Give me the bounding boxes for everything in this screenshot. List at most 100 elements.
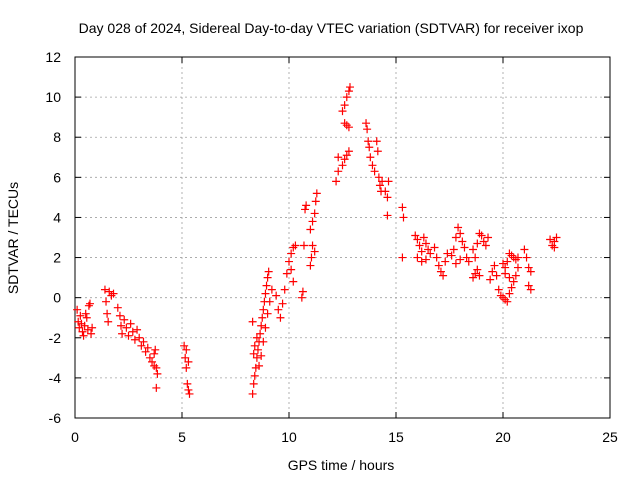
- data-point: [340, 155, 349, 164]
- y-tick-label: 4: [53, 209, 61, 225]
- data-point: [261, 289, 270, 298]
- data-point: [109, 289, 118, 298]
- data-point: [248, 389, 257, 398]
- y-tick-labels: -6 -4 -2 0 2 4 6 8 10 12: [45, 49, 61, 426]
- data-point: [524, 281, 533, 290]
- data-point: [122, 323, 131, 332]
- data-point: [308, 217, 317, 226]
- data-points: [73, 83, 561, 398]
- data-point: [511, 255, 520, 264]
- data-point: [503, 257, 512, 266]
- data-point: [302, 201, 311, 210]
- data-point: [298, 287, 307, 296]
- data-point: [306, 261, 315, 270]
- data-point: [479, 237, 488, 246]
- data-point: [456, 229, 465, 238]
- data-point: [546, 235, 555, 244]
- data-point: [430, 243, 439, 252]
- y-tick-label: 10: [45, 89, 61, 105]
- data-point: [152, 363, 161, 372]
- data-point: [481, 241, 490, 250]
- data-point: [451, 233, 460, 242]
- data-point: [259, 337, 268, 346]
- y-tick-label: 6: [53, 169, 61, 185]
- data-point: [148, 357, 157, 366]
- data-point: [365, 143, 374, 152]
- data-point: [75, 323, 84, 332]
- data-point: [413, 253, 422, 262]
- data-point: [182, 363, 191, 372]
- data-point: [248, 317, 257, 326]
- plot-frame: [74, 56, 611, 419]
- data-point: [278, 299, 287, 308]
- data-point: [117, 321, 126, 330]
- x-axis-label: GPS time / hours: [288, 457, 395, 473]
- data-point: [364, 137, 373, 146]
- data-point: [257, 321, 266, 330]
- data-point: [507, 251, 516, 260]
- data-point: [87, 329, 96, 338]
- data-point: [79, 331, 88, 340]
- data-point: [252, 333, 261, 342]
- data-point: [274, 305, 283, 314]
- data-point: [103, 309, 112, 318]
- data-point: [375, 181, 384, 190]
- data-point: [363, 125, 372, 134]
- data-point: [145, 353, 154, 362]
- data-point: [383, 193, 392, 202]
- data-point: [449, 245, 458, 254]
- data-point: [250, 341, 259, 350]
- data-point: [496, 291, 505, 300]
- data-point: [344, 147, 353, 156]
- data-point: [424, 245, 433, 254]
- data-point: [469, 245, 478, 254]
- data-point: [287, 265, 296, 274]
- data-point: [447, 251, 456, 260]
- data-point: [338, 107, 347, 116]
- data-point: [503, 297, 512, 306]
- data-point: [499, 259, 507, 268]
- data-point: [252, 353, 261, 362]
- data-point: [492, 271, 501, 280]
- data-point: [280, 285, 289, 294]
- data-point: [434, 261, 443, 270]
- data-point: [102, 297, 111, 306]
- data-point: [311, 197, 320, 206]
- data-point: [310, 209, 319, 218]
- data-point: [340, 119, 349, 128]
- data-point: [475, 229, 484, 238]
- data-point: [505, 289, 514, 298]
- y-tick-label: 12: [45, 49, 61, 65]
- y-tick-label: 2: [53, 250, 61, 266]
- axis-ticks: [74, 56, 611, 419]
- data-point: [439, 271, 448, 280]
- data-point: [120, 315, 129, 324]
- data-point: [297, 293, 306, 302]
- data-point: [419, 233, 428, 242]
- data-point: [150, 349, 159, 358]
- data-point: [181, 353, 190, 362]
- data-point: [182, 345, 191, 354]
- data-point: [526, 285, 535, 294]
- data-point: [550, 243, 559, 252]
- data-point: [511, 271, 520, 280]
- data-point: [100, 285, 109, 294]
- data-point: [249, 349, 258, 358]
- data-point: [80, 321, 89, 330]
- data-point: [460, 243, 469, 252]
- data-point: [398, 203, 407, 212]
- data-point: [484, 233, 493, 242]
- data-point: [426, 249, 435, 258]
- data-point: [312, 189, 321, 198]
- data-point: [107, 291, 116, 300]
- data-point: [73, 305, 82, 314]
- data-point: [501, 269, 510, 278]
- data-point: [552, 233, 561, 242]
- data-point: [78, 327, 87, 336]
- data-point: [153, 369, 162, 378]
- data-point: [462, 253, 471, 262]
- data-point: [471, 253, 480, 262]
- data-point: [267, 285, 276, 294]
- data-point: [262, 281, 271, 290]
